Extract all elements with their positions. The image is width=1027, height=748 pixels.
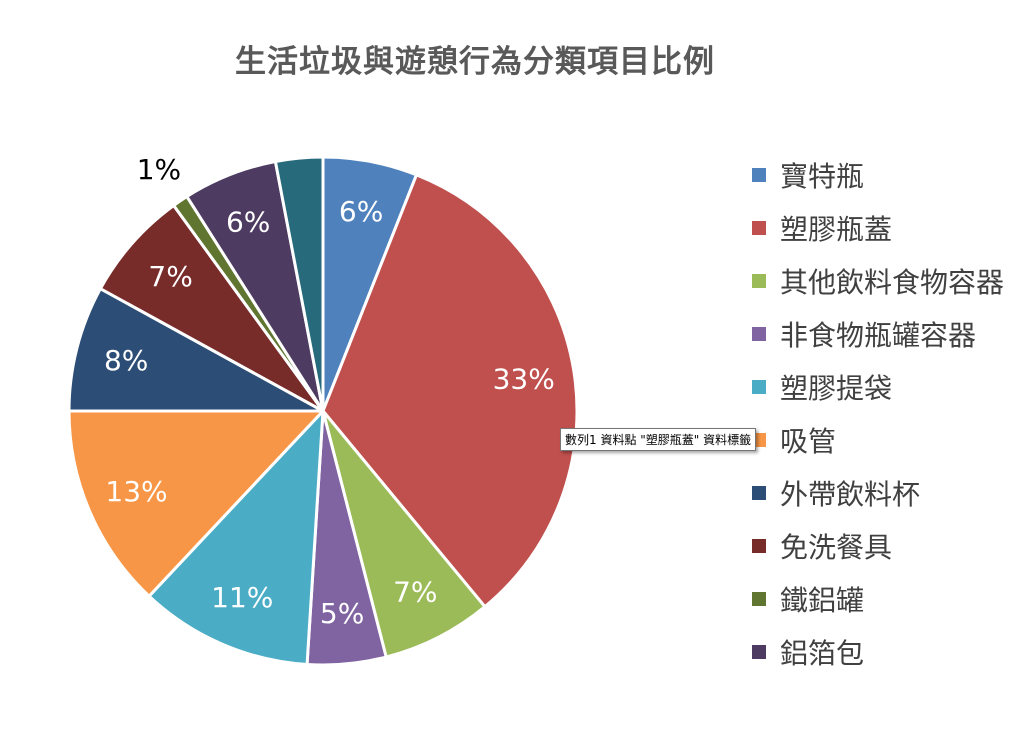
data-label-3: 7% xyxy=(393,576,437,609)
legend-label: 寶特瓶 xyxy=(780,159,865,193)
legend-label: 塑膠瓶蓋 xyxy=(780,212,893,246)
legend-label: 其他飲料食物容器 xyxy=(780,265,1005,299)
legend-label: 免洗餐具 xyxy=(780,530,893,564)
data-label-7: 8% xyxy=(104,344,148,377)
legend-item[interactable]: 非食物瓶罐容器 xyxy=(752,307,1004,360)
legend-label: 非食物瓶罐容器 xyxy=(780,318,977,352)
legend-swatch xyxy=(752,644,766,659)
legend-item[interactable]: 外帶飲料杯 xyxy=(752,466,1004,519)
legend-item[interactable]: 其他飲料食物容器 xyxy=(752,254,1004,307)
data-label-8: 7% xyxy=(148,260,192,293)
legend-label: 外帶飲料杯 xyxy=(780,477,921,511)
legend-swatch xyxy=(752,379,766,394)
data-label-1: 6% xyxy=(339,195,383,228)
legend-item[interactable]: 寶特瓶 xyxy=(752,148,1004,201)
legend-item[interactable]: 鋁箔包 xyxy=(752,625,1004,678)
data-label-5: 11% xyxy=(211,581,273,614)
legend-item[interactable]: 吸管 xyxy=(752,413,1004,466)
chart-title: 生活垃圾與遊憩行為分類項目比例 xyxy=(235,44,715,80)
data-label-2: 33% xyxy=(493,363,555,396)
data-label-9: 1% xyxy=(137,153,181,186)
legend-item[interactable]: 鐵鋁罐 xyxy=(752,572,1004,625)
legend-label: 塑膠提袋 xyxy=(780,371,893,405)
legend-item[interactable]: 塑膠提袋 xyxy=(752,360,1004,413)
pie-slice-5[interactable] xyxy=(147,409,325,666)
pie-slice-3[interactable] xyxy=(321,409,487,659)
legend-swatch xyxy=(752,591,766,606)
pie-slice-8[interactable] xyxy=(98,204,325,413)
legend-item[interactable]: 塑膠瓶蓋 xyxy=(752,201,1004,254)
data-label-4: 5% xyxy=(320,597,364,630)
data-label-tooltip: 數列1 資料點 "塑膠瓶蓋" 資料標籤 xyxy=(560,428,757,451)
pie-slice-6[interactable] xyxy=(67,409,325,598)
legend-label: 吸管 xyxy=(780,424,837,458)
legend-label: 鐵鋁罐 xyxy=(780,583,865,617)
pie-slice-7[interactable] xyxy=(67,287,325,413)
legend-swatch xyxy=(752,220,766,235)
data-label-10: 6% xyxy=(226,206,270,239)
legend-swatch xyxy=(752,167,766,182)
pie-slice-2[interactable] xyxy=(321,173,579,609)
legend-label: 鋁箔包 xyxy=(780,636,865,670)
pie-slice-11[interactable] xyxy=(273,155,325,413)
legend-swatch xyxy=(752,538,766,553)
legend-swatch xyxy=(752,326,766,341)
legend-item[interactable]: 免洗餐具 xyxy=(752,519,1004,572)
legend-swatch xyxy=(752,273,766,288)
data-label-6: 13% xyxy=(105,475,167,508)
legend-swatch xyxy=(752,485,766,500)
legend: 寶特瓶 塑膠瓶蓋 其他飲料食物容器 非食物瓶罐容器 塑膠提袋 吸管 外帶飲料杯 … xyxy=(752,148,1004,678)
